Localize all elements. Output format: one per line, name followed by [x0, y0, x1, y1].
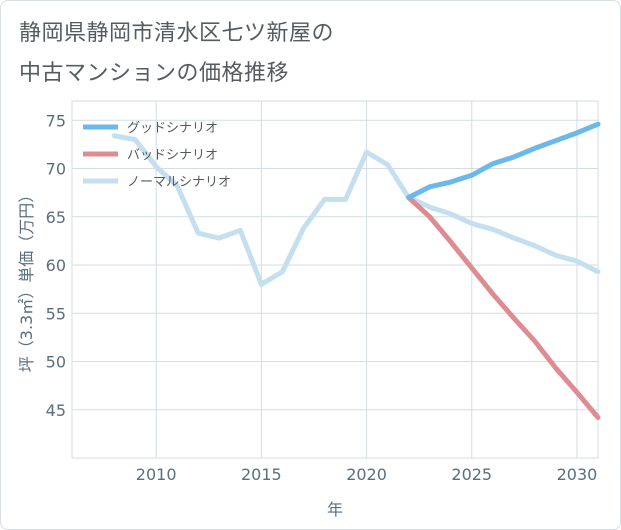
x-axis-label: 年	[327, 500, 343, 519]
series-line-2	[111, 133, 601, 287]
series-lines	[111, 121, 601, 420]
y-tick-label: 50	[46, 353, 66, 372]
plot-frame	[71, 100, 599, 459]
x-tick-label: 2020	[346, 465, 387, 484]
y-tick-label: 75	[46, 111, 66, 130]
y-tick-label: 65	[46, 208, 66, 227]
chart-title-line2: 中古マンションの価格推移	[19, 61, 290, 86]
legend-label: バッドシナリオ	[127, 148, 218, 163]
y-tick-label: 45	[46, 401, 66, 420]
legend-label: ノーマルシナリオ	[127, 175, 231, 190]
y-axis-label: 坪（3.3㎡）単価（万円）	[17, 187, 36, 372]
axes: 45 50 55 60 65 70 75 2010 2015 2020 2025 2030	[46, 111, 598, 484]
x-tick-label: 2010	[136, 465, 177, 484]
axis-labels: 年 坪（3.3㎡）単価（万円）	[17, 187, 343, 519]
x-tick-label: 2025	[451, 465, 492, 484]
y-tick-label: 55	[46, 304, 66, 323]
y-tick-label: 70	[46, 160, 66, 179]
legend-label: グッドシナリオ	[127, 121, 218, 136]
chart-title-line1: 静岡県静岡市清水区七ツ新屋の	[19, 21, 335, 46]
series-line-1	[406, 194, 601, 420]
x-tick-label: 2015	[241, 465, 282, 484]
series-line-0	[406, 121, 601, 200]
x-tick-label: 2030	[557, 465, 598, 484]
y-tick-label: 60	[46, 256, 66, 275]
